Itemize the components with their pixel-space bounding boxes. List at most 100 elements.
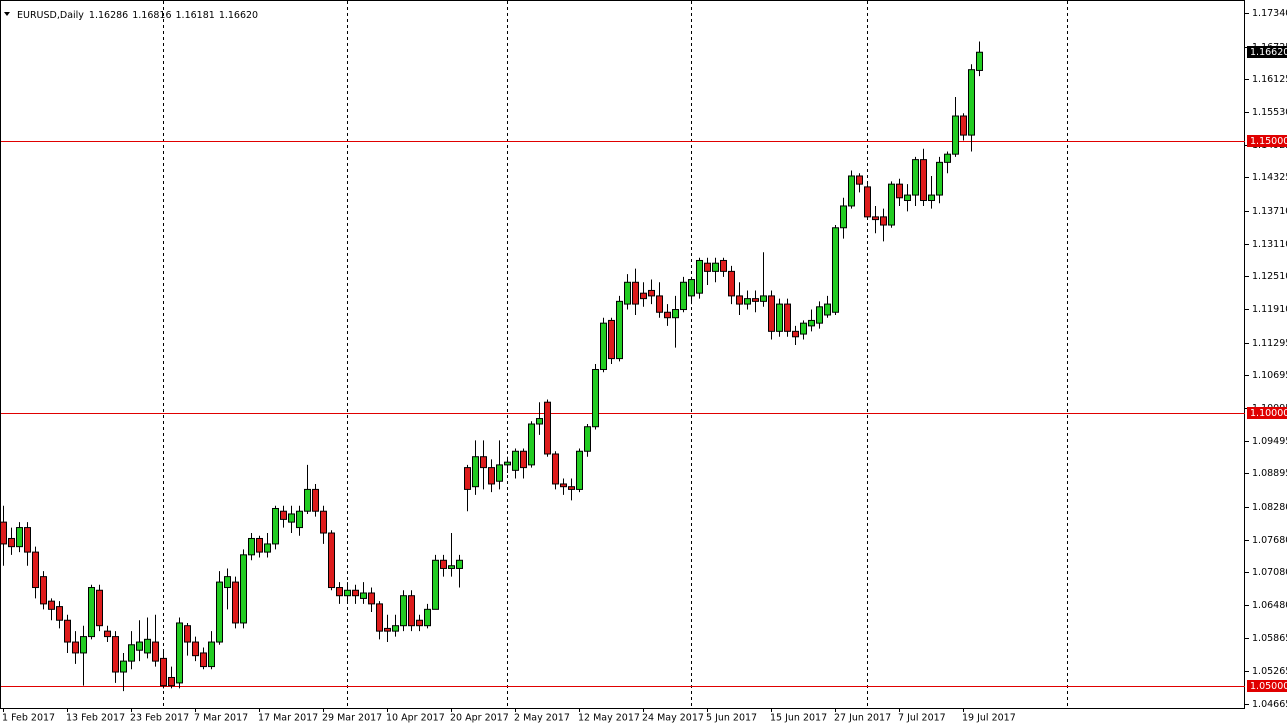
candle-body xyxy=(520,450,527,469)
candle-body xyxy=(376,603,383,632)
candle-body xyxy=(472,456,479,488)
candle-body xyxy=(560,483,567,488)
x-tick-label: 1 Feb 2017 xyxy=(2,713,55,724)
candle-body xyxy=(496,464,503,482)
candle-body xyxy=(792,330,799,338)
candle-body xyxy=(872,216,879,221)
candle-body xyxy=(328,532,335,589)
x-tick-label: 20 Apr 2017 xyxy=(450,713,509,724)
candle-body xyxy=(904,194,911,202)
candle-body xyxy=(480,456,487,469)
y-tick-label: 1.10695 xyxy=(1252,370,1287,381)
plot-frame xyxy=(0,0,1245,709)
y-tick-label: 1.12510 xyxy=(1252,271,1287,282)
candle-body xyxy=(24,527,31,553)
candle-body xyxy=(80,636,87,654)
candle-body xyxy=(296,510,303,529)
candle-body xyxy=(760,295,767,302)
candles xyxy=(0,41,983,692)
candle-body xyxy=(784,303,791,332)
candle-body xyxy=(136,641,143,651)
candle-body xyxy=(688,279,695,297)
header-open: 1.16286 xyxy=(89,10,128,21)
y-tick-label: 1.09495 xyxy=(1252,436,1287,447)
x-tick-label: 24 May 2017 xyxy=(642,713,704,724)
candle-body xyxy=(312,488,319,512)
candle-body xyxy=(256,537,263,553)
candle-body xyxy=(512,450,519,471)
candle-body xyxy=(128,644,135,662)
y-tick-label: 1.06480 xyxy=(1252,600,1287,611)
candle-body xyxy=(88,587,95,638)
candle-body xyxy=(8,537,15,548)
candle-body xyxy=(208,641,215,668)
candle-body xyxy=(528,423,535,466)
header-low: 1.16181 xyxy=(176,10,215,21)
candle-body xyxy=(456,559,463,569)
candle-body xyxy=(608,319,615,360)
current-price-label: 1.16620 xyxy=(1250,47,1287,58)
candle-body xyxy=(568,486,575,490)
candle-body xyxy=(920,159,927,202)
candle-body xyxy=(728,270,735,297)
candle-body xyxy=(968,69,975,136)
candle-body xyxy=(768,295,775,332)
candle-body xyxy=(720,259,727,272)
candle-body xyxy=(584,426,591,452)
x-tick-label: 27 Jun 2017 xyxy=(834,713,891,724)
candle-body xyxy=(672,309,679,319)
candle-body xyxy=(280,510,287,520)
levels xyxy=(1,141,1245,687)
x-tick-label: 23 Feb 2017 xyxy=(130,713,189,724)
candle-body xyxy=(832,227,839,313)
y-tick-label: 1.14325 xyxy=(1252,172,1287,183)
level-label-box xyxy=(1247,680,1287,692)
header-marker xyxy=(4,12,10,16)
candle-body xyxy=(936,161,943,196)
candle-body xyxy=(184,625,191,643)
candle-body xyxy=(592,368,599,428)
candle-body xyxy=(664,311,671,319)
x-tick-label: 7 Jul 2017 xyxy=(898,713,946,724)
candle-body xyxy=(240,554,247,624)
candle-body xyxy=(856,175,863,185)
candle-body xyxy=(632,281,639,305)
candle-body xyxy=(896,183,903,199)
candle-body xyxy=(160,657,167,687)
candle-body xyxy=(336,587,343,597)
level-label: 1.10000 xyxy=(1250,408,1287,419)
x-tick-label: 15 Jun 2017 xyxy=(770,713,827,724)
price-labels: 1.15000 1.10000 1.05000 1.16620 xyxy=(1247,46,1287,692)
x-tick-label: 17 Mar 2017 xyxy=(258,713,318,724)
candle-body xyxy=(400,595,407,627)
x-tick-label: 12 May 2017 xyxy=(578,713,640,724)
candle-body xyxy=(432,559,439,610)
candle-body xyxy=(648,289,655,297)
candle-body xyxy=(440,559,447,569)
candle-body xyxy=(416,619,423,627)
x-tick-label: 7 Mar 2017 xyxy=(194,713,248,724)
x-tick-label: 2 May 2017 xyxy=(514,713,570,724)
x-tick-label: 13 Feb 2017 xyxy=(66,713,125,724)
candle-body xyxy=(320,510,327,534)
candle-body xyxy=(640,292,647,300)
candle-body xyxy=(656,295,663,313)
candle-body xyxy=(448,565,455,569)
candle-body xyxy=(808,319,815,327)
candle-body xyxy=(704,262,711,272)
candle-body xyxy=(56,606,63,621)
candle-body xyxy=(72,641,79,654)
candle-body xyxy=(744,298,751,305)
y-tick-label: 1.08280 xyxy=(1252,502,1287,513)
candle-body xyxy=(96,589,103,627)
candle-body xyxy=(576,450,583,490)
candle-body xyxy=(216,581,223,643)
candle-body xyxy=(848,175,855,207)
candle-body xyxy=(552,453,559,485)
level-label-box xyxy=(1247,407,1287,419)
candle-body xyxy=(800,322,807,335)
chart-header: EURUSD,Daily 1.16286 1.16816 1.16181 1.16620 xyxy=(17,10,258,21)
candle-body xyxy=(248,537,255,556)
